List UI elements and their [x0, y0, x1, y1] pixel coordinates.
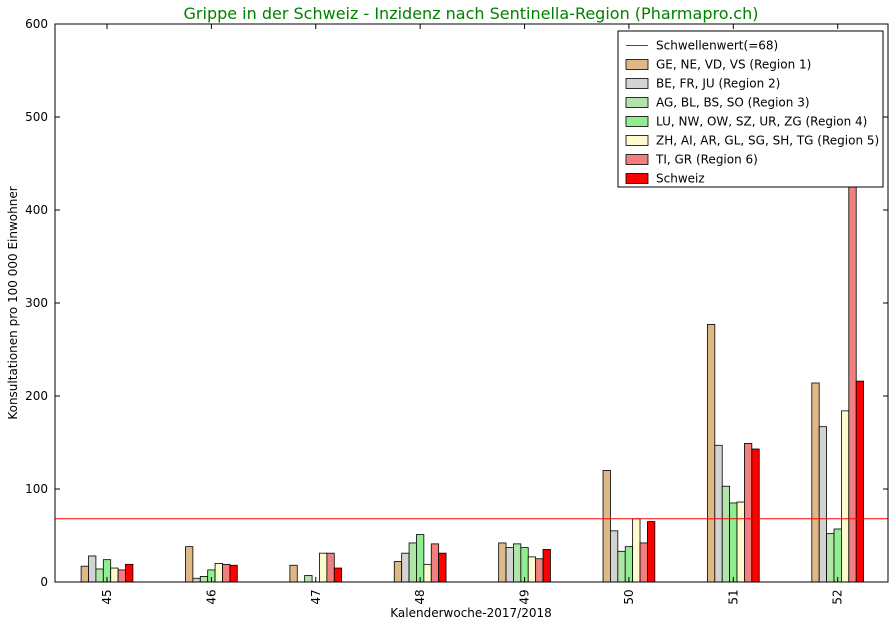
x-tick-label: 45	[100, 589, 114, 604]
bar-7-48	[438, 552, 447, 583]
bar-7-47	[333, 567, 343, 583]
legend-label-1: GE, NE, VD, VS (Region 1)	[656, 58, 811, 72]
bar-2-48	[401, 552, 410, 583]
bar-4-52	[833, 528, 842, 583]
y-tick-label: 200	[25, 389, 48, 403]
bar-2-45	[88, 555, 97, 583]
bar-4-49	[520, 547, 529, 583]
bar-6-51	[744, 443, 753, 583]
legend-label-6: TI, GR (Region 6)	[655, 153, 758, 167]
legend-label-3: AG, BL, BS, SO (Region 3)	[656, 96, 810, 110]
bar-3-49	[513, 543, 522, 583]
legend-box	[617, 30, 884, 188]
bar-1-50	[602, 469, 611, 583]
bar-4-50	[624, 546, 634, 583]
legend-swatch-4	[625, 116, 649, 127]
bar-4-51	[729, 502, 738, 583]
bar-1-51	[707, 323, 716, 583]
bars-group	[80, 181, 865, 583]
bar-3-46	[199, 576, 209, 583]
legend-label-2: BE, FR, JU (Region 2)	[656, 77, 780, 91]
legend-label-7: Schweiz	[656, 172, 705, 186]
bar-7-49	[542, 549, 551, 583]
bar-2-49	[505, 547, 514, 583]
legend-swatch-5	[625, 135, 649, 146]
axis-ticks-group: 0 100 200 300 400 500 600 45 46 47 48 49 50 51 52	[25, 17, 888, 605]
bar-2-52	[818, 426, 828, 583]
y-tick-label: 600	[25, 17, 48, 31]
bar-1-52	[811, 382, 820, 583]
x-tick-label: 50	[622, 589, 636, 604]
bar-5-48	[423, 563, 432, 583]
bar-6-47	[326, 552, 335, 583]
bar-7-51	[751, 448, 760, 583]
bar-1-49	[498, 542, 507, 583]
bar-2-51	[714, 444, 723, 583]
bar-1-47	[289, 564, 298, 583]
bar-2-46	[192, 577, 201, 583]
y-tick-label: 300	[25, 296, 48, 310]
y-axis-label: Konsultationen pro 100 000 Einwohner	[6, 186, 20, 419]
legend-swatch-3	[625, 97, 649, 108]
legend-threshold-label: Schwellenwert(=68)	[656, 39, 778, 53]
bar-5-51	[736, 501, 745, 583]
legend-label-4: LU, NW, OW, SZ, UR, ZG (Region 4)	[656, 115, 867, 129]
bar-7-52	[855, 380, 865, 583]
y-tick-label: 0	[40, 575, 48, 589]
bar-1-46	[185, 546, 194, 583]
bar-7-50	[647, 521, 656, 583]
bar-3-45	[95, 568, 104, 583]
y-tick-label: 100	[25, 482, 48, 496]
legend-swatch-6	[625, 154, 649, 165]
bar-5-49	[527, 556, 537, 583]
bar-5-50	[632, 518, 641, 583]
legend-swatch-2	[625, 78, 649, 89]
bar-6-49	[535, 558, 544, 583]
bar-2-50	[610, 530, 619, 583]
y-tick-label: 400	[25, 203, 48, 217]
chart-title: Grippe in der Schweiz - Inzidenz nach Se…	[184, 4, 759, 23]
legend-label-5: ZH, AI, AR, GL, SG, SH, TG (Region 5)	[656, 134, 879, 148]
x-tick-label: 48	[413, 589, 427, 604]
bar-5-47	[319, 552, 328, 583]
bar-7-45	[125, 563, 134, 583]
bar-6-48	[430, 543, 440, 583]
x-tick-label: 49	[518, 589, 532, 604]
bar-1-45	[80, 565, 89, 583]
bar-6-50	[639, 542, 648, 583]
x-tick-label: 46	[204, 589, 218, 604]
x-axis-label: Kalenderwoche-2017/2018	[390, 606, 551, 620]
legend-swatch-1	[625, 59, 649, 70]
bar-3-50	[617, 550, 626, 583]
bar-3-52	[826, 533, 835, 583]
bar-6-52	[848, 181, 857, 583]
bar-3-48	[408, 542, 417, 583]
y-tick-label: 500	[25, 110, 48, 124]
bar-6-46	[222, 563, 231, 583]
x-tick-label: 52	[831, 589, 845, 604]
bar-6-45	[117, 569, 126, 583]
bar-5-45	[110, 567, 119, 583]
legend: Schwellenwert(=68) GE, NE, VD, VS (Region…	[617, 30, 884, 188]
bar-5-52	[841, 410, 850, 583]
x-tick-label: 47	[309, 589, 323, 604]
bar-3-47	[304, 575, 313, 583]
bar-4-48	[416, 534, 425, 583]
x-tick-label: 51	[726, 589, 740, 604]
bar-3-51	[721, 485, 731, 583]
bar-7-46	[229, 564, 238, 583]
legend-swatch-7	[625, 173, 649, 184]
bar-5-46	[214, 563, 223, 583]
bar-1-48	[393, 561, 403, 583]
